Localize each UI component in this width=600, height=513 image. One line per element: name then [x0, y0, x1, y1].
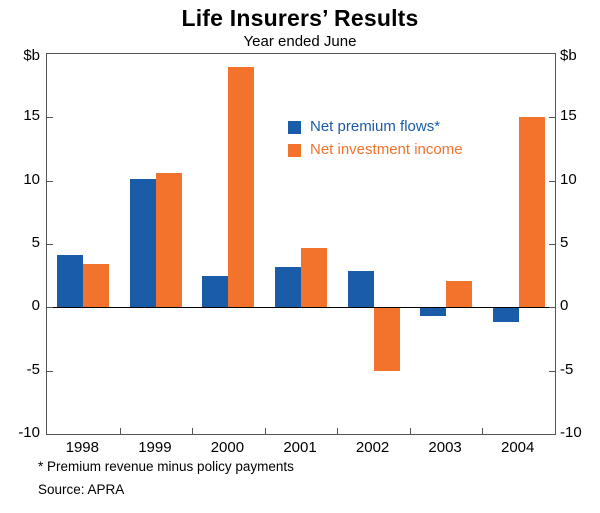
ytick-mark-left--10	[47, 434, 53, 435]
legend-swatch-investment-income	[288, 143, 301, 157]
xtick-mark-3	[264, 428, 266, 434]
xtick-mark-2	[192, 428, 194, 434]
x-label-2004: 2004	[501, 439, 535, 456]
legend-item-premium-flows: Net premium flows*	[288, 119, 463, 135]
x-label-2001: 2001	[283, 439, 317, 456]
plot-area	[46, 53, 556, 435]
x-label-2003: 2003	[428, 439, 462, 456]
ytick-mark-left-5	[47, 244, 53, 245]
bar-2004-series0	[492, 307, 519, 323]
xtick-mark-5	[409, 428, 411, 434]
ytick-label-left-0: 0	[31, 297, 40, 315]
y-axis-unit-left: $b	[23, 47, 40, 64]
bar-1999-series1	[155, 173, 182, 308]
chart-title: Life Insurers’ Results	[181, 5, 419, 31]
y-axis-unit-right: $b	[560, 47, 577, 64]
ytick-label-right-0: 0	[560, 297, 569, 315]
xtick-mark-4	[337, 428, 339, 434]
legend: Net premium flows* Net investment income	[288, 119, 463, 158]
bar-2001-series1	[301, 247, 327, 308]
ytick-mark-left--5	[47, 370, 53, 372]
footnote-asterisk: * Premium revenue minus policy payments	[38, 459, 294, 474]
xtick-mark-6	[482, 428, 484, 434]
xtick-mark-1	[119, 428, 121, 434]
ytick-mark-right-0	[549, 307, 555, 309]
legend-item-investment-income: Net investment income	[288, 142, 463, 158]
ytick-mark-left-0	[47, 307, 53, 309]
x-label-2000: 2000	[210, 439, 245, 456]
footnotes: * Premium revenue minus policy payments …	[38, 455, 294, 501]
bar-2003-series0	[420, 307, 447, 317]
ytick-mark-right-5	[549, 244, 555, 245]
ytick-mark-right--5	[549, 370, 555, 372]
bar-1999-series0	[129, 179, 156, 308]
footnote-source: Source: APRA	[38, 482, 125, 497]
bar-2001-series0	[275, 266, 301, 308]
bar-2002-series1	[373, 307, 400, 371]
bar-2000-series0	[202, 275, 229, 308]
bar-2002-series0	[347, 270, 374, 308]
legend-label-premium-flows: Net premium flows*	[310, 118, 441, 135]
x-label-2002: 2002	[355, 439, 390, 456]
legend-label-investment-income: Net investment income	[310, 141, 463, 158]
ytick-label-left-5: 5	[31, 234, 40, 251]
ytick-label-right--5: -5	[560, 360, 574, 378]
x-label-1999: 1999	[138, 439, 172, 456]
ytick-mark-right-15	[549, 117, 555, 119]
bar-1998-series0	[57, 255, 84, 308]
ytick-label-right-10: 10	[560, 170, 577, 188]
ytick-label-right-15: 15	[560, 107, 577, 125]
legend-swatch-premium-flows	[288, 120, 301, 134]
bar-2004-series1	[518, 117, 545, 308]
ytick-label-right-5: 5	[560, 234, 569, 251]
ytick-mark-right-10	[549, 180, 555, 182]
bar-2003-series1	[446, 280, 473, 308]
ytick-label-left-10: 10	[23, 170, 40, 188]
ytick-label-right--10: -10	[560, 424, 582, 441]
bar-2000-series1	[228, 66, 255, 308]
x-label-1998: 1998	[65, 439, 99, 456]
ytick-label-left--5: -5	[26, 360, 40, 378]
ytick-mark-right--10	[549, 434, 555, 435]
bar-1998-series1	[83, 264, 110, 308]
chart-subtitle: Year ended June	[243, 33, 357, 50]
ytick-mark-left-15	[47, 117, 53, 119]
ytick-mark-left-10	[47, 180, 53, 182]
ytick-label-left-15: 15	[23, 107, 40, 125]
ytick-label-left--10: -10	[18, 424, 40, 441]
zero-axis-line	[47, 307, 555, 309]
